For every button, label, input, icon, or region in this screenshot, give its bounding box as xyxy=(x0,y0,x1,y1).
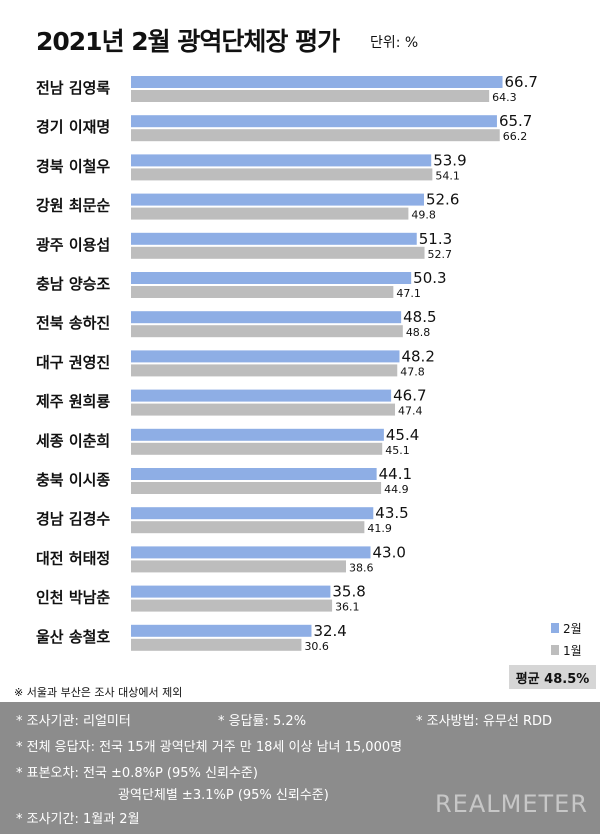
legend-swatch-jan xyxy=(551,645,559,655)
value-label-jan: 36.1 xyxy=(335,601,360,614)
category-label: 대구 권영진 xyxy=(36,353,110,371)
value-label-jan: 41.9 xyxy=(367,522,392,535)
bar-feb xyxy=(131,232,417,245)
value-label-jan: 45.1 xyxy=(385,444,410,457)
value-label-feb: 46.7 xyxy=(393,387,426,405)
value-label-feb: 52.6 xyxy=(426,191,459,209)
legend-label-feb: 2월 xyxy=(563,621,582,636)
bar-feb xyxy=(131,507,374,520)
value-label-feb: 35.8 xyxy=(332,583,365,601)
category-label: 전북 송하진 xyxy=(36,314,110,332)
bar-feb xyxy=(131,272,412,284)
value-label-jan: 47.8 xyxy=(400,365,425,378)
bar-chart: 전남 김영록 66.764.3 경기 이재명 65.766.2 경북 이철우 53.954… xyxy=(36,73,538,653)
bar-feb xyxy=(131,624,312,637)
bar-feb xyxy=(131,546,371,559)
value-label-feb: 45.4 xyxy=(386,426,419,444)
footer-margin-regional: 광역단체별 ±3.1%P (95% 신뢰수준) xyxy=(118,788,329,803)
category-label: 충남 양승조 xyxy=(36,275,110,293)
footer-period: * 조사기간: 1월과 2월 xyxy=(16,812,140,827)
value-label-jan: 54.1 xyxy=(435,169,460,182)
bar-feb xyxy=(131,193,424,206)
average-badge: 평균 48.5% xyxy=(509,665,596,689)
bar-feb xyxy=(131,428,384,441)
value-label-jan: 66.2 xyxy=(503,130,528,143)
category-label: 경기 이재명 xyxy=(36,118,110,136)
value-label-jan: 47.4 xyxy=(398,405,423,418)
category-label: 충북 이시종 xyxy=(36,471,110,489)
bar-jan xyxy=(131,482,382,494)
legend-label-jan: 1월 xyxy=(563,643,582,658)
category-label: 광주 이용섭 xyxy=(36,236,110,254)
bar-jan xyxy=(131,207,409,220)
category-label: 강원 최문순 xyxy=(36,197,110,215)
value-label-jan: 52.7 xyxy=(428,248,453,261)
value-label-feb: 48.2 xyxy=(401,347,434,365)
value-label-feb: 66.7 xyxy=(505,73,538,91)
footer-margin-national: * 표본오차: 전국 ±0.8%P (95% 신뢰수준) xyxy=(16,766,258,781)
category-label: 세종 이춘희 xyxy=(36,432,110,450)
category-label: 경북 이철우 xyxy=(36,157,110,175)
bar-feb xyxy=(131,154,432,167)
value-label-feb: 32.4 xyxy=(313,622,346,640)
category-label: 경남 김경수 xyxy=(36,510,110,528)
bar-jan xyxy=(131,246,425,259)
value-label-feb: 44.1 xyxy=(379,465,412,483)
value-label-feb: 51.3 xyxy=(419,230,452,248)
footer-response-rate: * 응답률: 5.2% xyxy=(218,714,307,729)
value-label-jan: 49.8 xyxy=(411,209,436,222)
chart-title: 2021년 2월 광역단체장 평가 xyxy=(36,27,340,56)
bar-jan xyxy=(131,168,433,181)
footer-method: * 조사방법: 유무선 RDD xyxy=(416,714,553,729)
value-label-jan: 38.6 xyxy=(349,561,374,574)
bar-feb xyxy=(131,76,503,88)
category-label: 울산 송철호 xyxy=(36,628,110,646)
bar-jan xyxy=(131,638,302,651)
exclusion-note: ※ 서울과 부산은 조사 대상에서 제외 xyxy=(14,686,183,699)
legend: 2월 1월 xyxy=(551,617,582,661)
value-label-jan: 30.6 xyxy=(304,640,329,653)
bar-jan xyxy=(131,286,394,298)
value-label-jan: 44.9 xyxy=(384,483,409,496)
footer-agency: * 조사기관: 리얼미터 xyxy=(16,714,131,729)
legend-swatch-feb xyxy=(551,623,559,633)
value-label-jan: 47.1 xyxy=(396,287,421,300)
value-label-feb: 50.3 xyxy=(413,269,446,287)
bar-jan xyxy=(131,521,365,534)
title-row: 2021년 2월 광역단체장 평가 단위: % xyxy=(0,22,600,62)
bar-jan xyxy=(131,129,500,142)
category-label: 인천 박남춘 xyxy=(36,589,110,607)
bar-jan xyxy=(131,90,490,102)
bar-jan xyxy=(131,560,347,573)
brand-logo: REALMETER xyxy=(435,790,588,818)
value-label-feb: 65.7 xyxy=(499,112,532,130)
value-label-feb: 48.5 xyxy=(403,308,436,326)
value-label-feb: 53.9 xyxy=(433,151,466,169)
category-label: 제주 원희룡 xyxy=(36,393,110,411)
category-label: 대전 허태정 xyxy=(36,549,110,567)
footer-panel: * 조사기관: 리얼미터 * 응답률: 5.2% * 조사방법: 유무선 RDD… xyxy=(0,702,600,834)
bar-feb xyxy=(131,389,392,402)
value-label-jan: 48.8 xyxy=(406,326,431,339)
footer-respondents: * 전체 응답자: 전국 15개 광역단체 거주 만 18세 이상 남녀 15,… xyxy=(16,740,403,755)
value-label-feb: 43.0 xyxy=(373,543,406,561)
bar-feb xyxy=(131,468,377,480)
legend-item-feb: 2월 xyxy=(551,617,582,639)
legend-item-jan: 1월 xyxy=(551,639,582,661)
value-label-feb: 43.5 xyxy=(375,504,408,522)
bar-jan xyxy=(131,442,383,455)
value-label-jan: 64.3 xyxy=(492,91,517,104)
bar-jan xyxy=(131,599,333,612)
bar-jan xyxy=(131,403,396,416)
bar-jan xyxy=(131,325,403,338)
unit-label: 단위: % xyxy=(370,35,419,51)
bar-feb xyxy=(131,115,497,128)
bar-feb xyxy=(131,350,400,363)
category-label: 전남 김영록 xyxy=(36,79,110,97)
bar-jan xyxy=(131,364,398,377)
bar-feb xyxy=(131,311,402,324)
bar-feb xyxy=(131,585,331,598)
